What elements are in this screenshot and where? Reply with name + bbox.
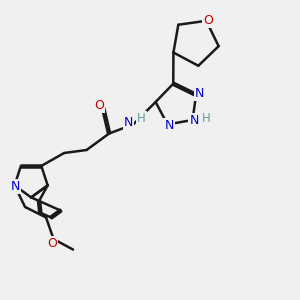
Text: O: O [203,14,213,27]
Text: O: O [94,99,104,112]
Text: N: N [189,113,199,127]
Text: N: N [164,119,174,132]
Text: H: H [202,112,210,125]
Text: O: O [47,237,57,250]
Text: N: N [195,87,204,100]
Text: N: N [124,116,133,130]
Text: H: H [137,112,146,125]
Text: N: N [11,180,20,194]
